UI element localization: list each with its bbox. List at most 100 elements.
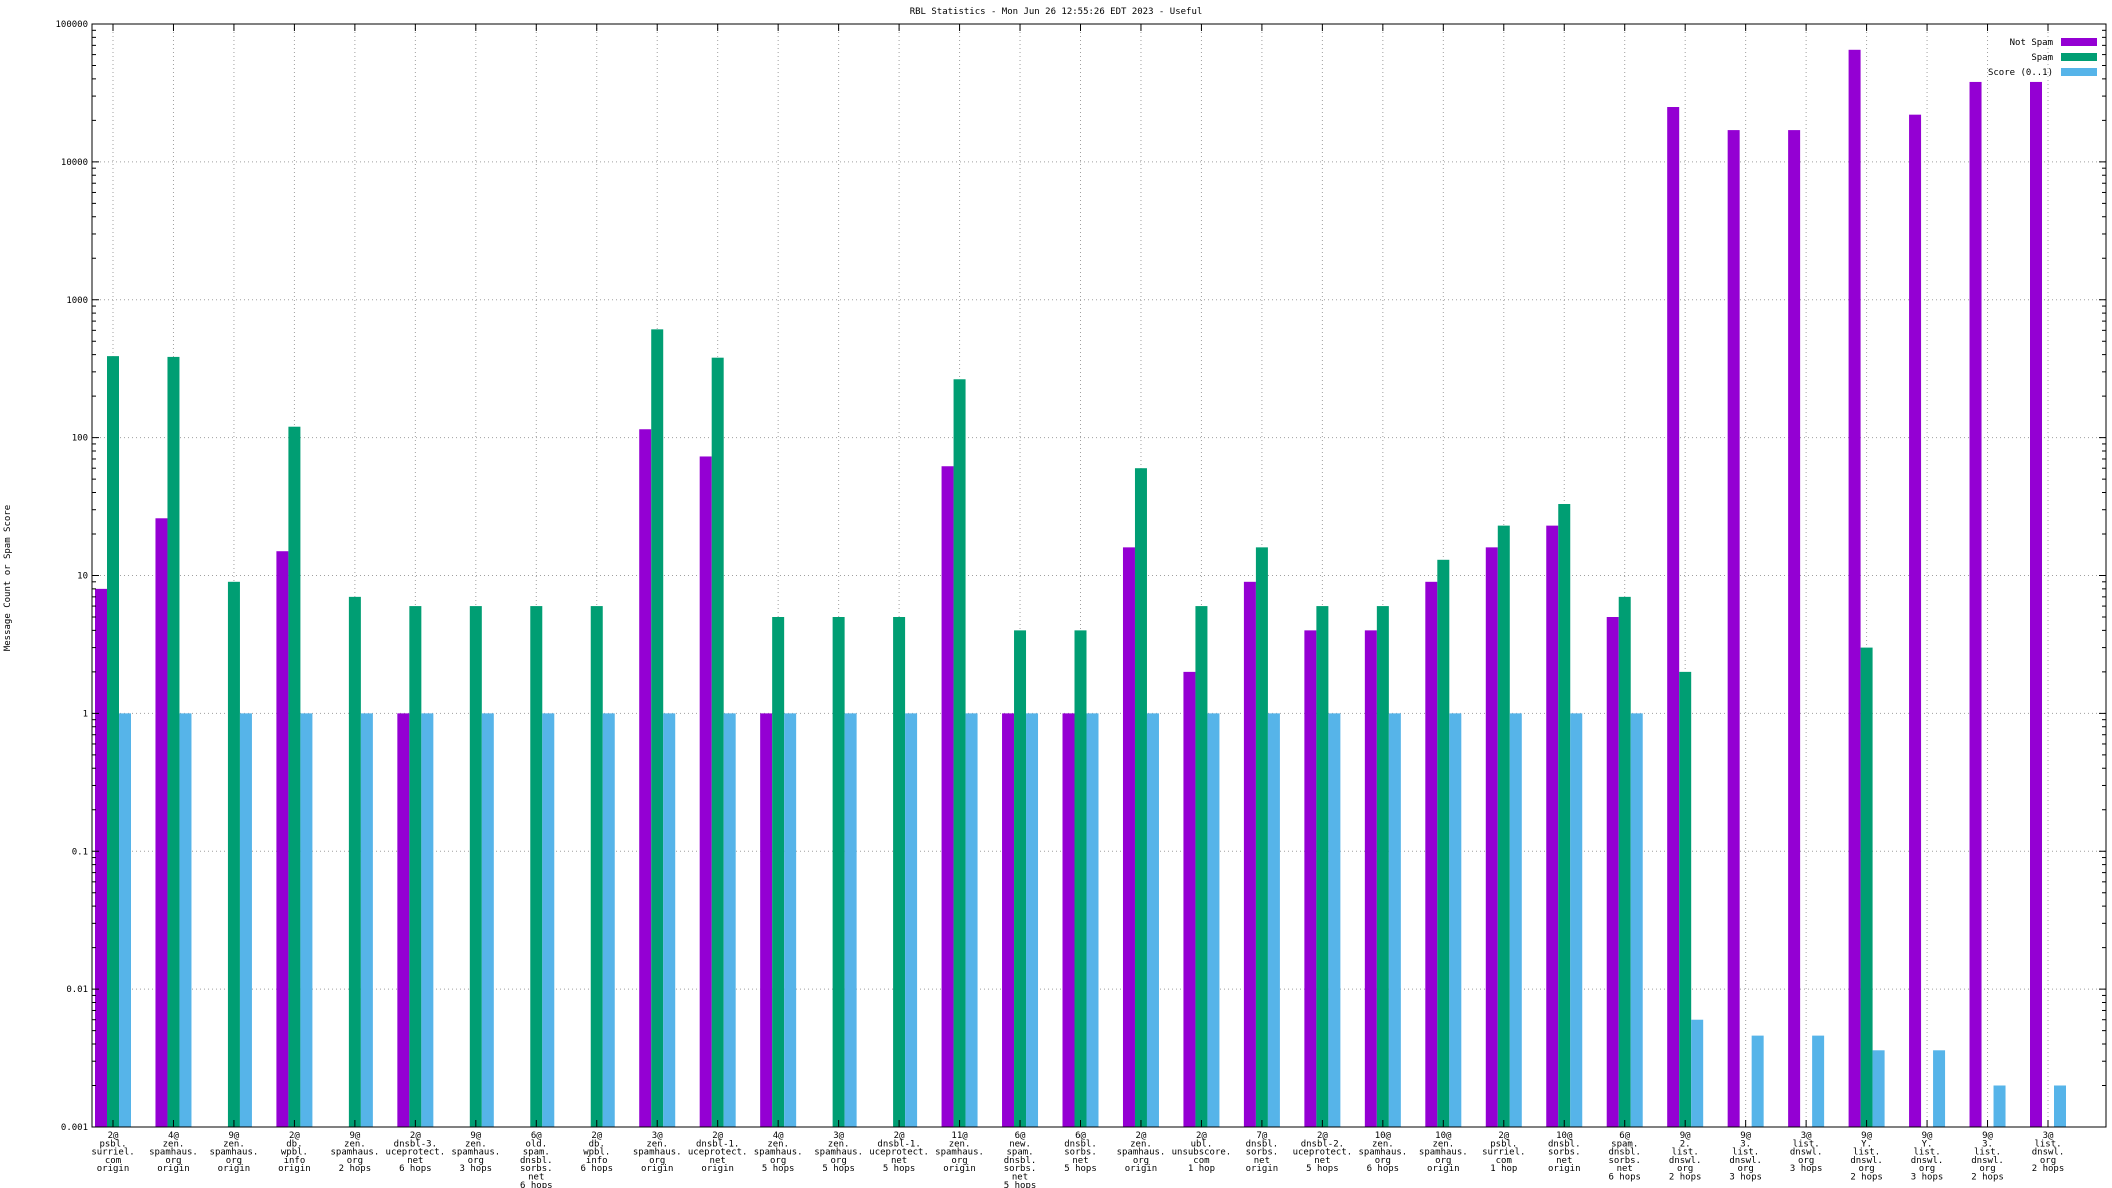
bar-score-0-1 (542, 713, 555, 1127)
bar-not-spam (2030, 81, 2042, 1127)
bar-score-0-1 (1812, 1035, 1825, 1127)
legend-label: Score (0..1) (1988, 68, 2053, 78)
bars-group (95, 49, 2066, 1128)
bar-spam (1618, 596, 1631, 1127)
bar-score-0-1 (119, 713, 131, 1127)
bar-not-spam (1909, 114, 1922, 1128)
bar-not-spam (1969, 81, 1982, 1127)
bar-score-0-1 (360, 713, 373, 1127)
y-tick-label: 0.001 (61, 1123, 88, 1133)
bar-not-spam (760, 713, 773, 1127)
bar-not-spam (276, 551, 289, 1127)
x-category-label: 2@ ubl. unsubscore. com 1 hop (1172, 1131, 1232, 1174)
bar-not-spam (1062, 713, 1075, 1127)
bar-spam (1679, 671, 1692, 1127)
bar-not-spam (1727, 130, 1740, 1127)
bar-score-0-1 (1993, 1085, 2006, 1127)
bar-not-spam (639, 429, 652, 1127)
bar-score-0-1 (1691, 1019, 1704, 1127)
bar-spam (530, 606, 543, 1127)
bar-not-spam (1788, 130, 1801, 1127)
bar-not-spam (941, 466, 954, 1127)
bar-score-0-1 (239, 713, 252, 1127)
bar-spam (711, 357, 724, 1127)
bar-not-spam (1667, 107, 1680, 1127)
x-category-label: 3@ list. dnswl. org 3 hops (1790, 1131, 1823, 1174)
bar-not-spam (397, 713, 410, 1127)
bar-score-0-1 (1207, 713, 1220, 1127)
x-category-label: 3@ zen. spamhaus. org origin (633, 1131, 682, 1174)
x-category-label: 9@ zen. spamhaus. org origin (210, 1131, 259, 1174)
bar-score-0-1 (1026, 713, 1039, 1127)
bar-score-0-1 (1630, 713, 1643, 1127)
x-category-label: 9@ zen. spamhaus. org 3 hops (451, 1131, 500, 1174)
bar-spam (227, 581, 240, 1127)
y-tick-label: 0.01 (66, 985, 88, 995)
bar-spam (1558, 504, 1571, 1127)
bar-spam (1316, 606, 1329, 1127)
bar-not-spam (1002, 713, 1015, 1127)
x-category-label: 10@ dnsbl. sorbs. net origin (1548, 1131, 1581, 1174)
x-category-label: 2@ dnsbl-3. uceprotect. net 6 hops (386, 1131, 446, 1174)
x-category-label: 11@ zen. spamhaus. org origin (935, 1131, 984, 1174)
bar-spam (167, 356, 180, 1127)
bar-not-spam (1848, 49, 1861, 1128)
y-tick-label: 10000 (61, 158, 88, 168)
bar-spam (832, 617, 845, 1127)
bar-not-spam (699, 456, 712, 1127)
bar-not-spam (1546, 525, 1559, 1127)
x-category-label: 4@ zen. spamhaus. org origin (149, 1131, 198, 1174)
x-category-label: 2@ dnsbl-1. uceprotect. net 5 hops (869, 1131, 929, 1174)
x-category-label: 9@ 2. list. dnswl. org 2 hops (1669, 1131, 1702, 1183)
bar-spam (651, 329, 664, 1127)
bar-score-0-1 (1267, 713, 1280, 1127)
x-category-label: 10@ zen. spamhaus. org origin (1419, 1131, 1468, 1174)
bar-spam (590, 606, 603, 1127)
bar-score-0-1 (1509, 713, 1522, 1127)
y-tick-label: 0.1 (72, 847, 88, 857)
x-category-label: 9@ 3. list. dnswl. org 3 hops (1729, 1131, 1762, 1183)
bar-score-0-1 (2054, 1085, 2066, 1127)
bar-score-0-1 (1933, 1050, 1946, 1127)
x-category-label: 6@ new. spam. dnsbl. sorbs. net 5 hops (1004, 1131, 1037, 1188)
bar-score-0-1 (965, 713, 978, 1127)
bar-spam (1134, 468, 1147, 1127)
bar-spam (469, 606, 482, 1127)
x-category-label: 9@ Y. list. dnswl. org 3 hops (1911, 1131, 1944, 1183)
x-category-label: 6@ spam. dnsbl. sorbs. net 6 hops (1608, 1131, 1641, 1183)
y-tick-label: 100 (72, 434, 88, 444)
x-category-label: 2@ zen. spamhaus. org origin (1117, 1131, 1166, 1174)
bar-score-0-1 (905, 713, 918, 1127)
legend-swatch (2061, 38, 2097, 46)
bar-spam (1074, 630, 1087, 1127)
x-category-label: 9@ Y. list. dnswl. org 2 hops (1850, 1131, 1883, 1183)
bar-score-0-1 (1328, 713, 1341, 1127)
y-tick-label: 1000 (66, 296, 88, 306)
bar-spam (1437, 559, 1450, 1127)
bar-score-0-1 (844, 713, 857, 1127)
legend: Not Spam Spam Score (0..1) (1988, 38, 2097, 78)
bar-spam (288, 426, 301, 1127)
x-category-label: 3@ list. dnswl. org 2 hops (2032, 1131, 2065, 1174)
bar-score-0-1 (300, 713, 313, 1127)
x-category-label: 2@ db. wpbl. info 6 hops (580, 1131, 613, 1174)
bar-spam (1497, 525, 1510, 1127)
bar-spam (1255, 547, 1268, 1127)
bar-spam (409, 606, 422, 1127)
bar-score-0-1 (1449, 713, 1462, 1127)
x-category-label: 9@ zen. spamhaus. org 2 hops (330, 1131, 379, 1174)
y-tick-label: 100000 (55, 20, 88, 30)
bar-score-0-1 (784, 713, 797, 1127)
y-axis-label: Message Count or Spam Score (3, 505, 13, 651)
x-category-label: 2@ db. wpbl. info origin (278, 1131, 311, 1174)
bar-score-0-1 (1146, 713, 1159, 1127)
bar-spam (772, 617, 785, 1127)
bar-not-spam (1485, 547, 1498, 1127)
plot-border (91, 23, 2107, 1128)
bar-spam (893, 617, 906, 1127)
legend-swatch (2061, 53, 2097, 61)
x-category-label: 3@ zen. spamhaus. org 5 hops (814, 1131, 863, 1174)
bar-spam (1860, 647, 1873, 1127)
chart-title: RBL Statistics - Mon Jun 26 12:55:26 EDT… (910, 7, 1203, 17)
x-category-label: 6@ dnsbl. sorbs. net 5 hops (1064, 1131, 1097, 1174)
